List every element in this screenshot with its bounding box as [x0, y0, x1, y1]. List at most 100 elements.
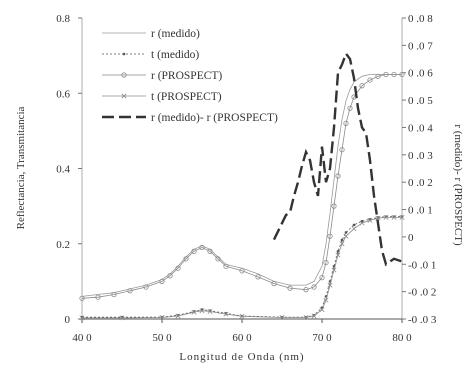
data-point — [331, 267, 337, 273]
legend-label: t (PROSPECT) — [151, 91, 222, 103]
x-axis-title: Longitud de Onda (nm) — [179, 351, 304, 363]
data-point — [327, 233, 333, 239]
data-point — [319, 275, 325, 281]
data-point — [239, 268, 245, 274]
y2-tick-label: 0 .0 2 — [408, 177, 433, 189]
data-point — [303, 287, 309, 293]
series-t-prospect — [79, 214, 405, 321]
data-point — [207, 248, 213, 254]
legend-marker — [121, 93, 127, 99]
x-tick-label: 60 0 — [232, 332, 252, 344]
x-tick-label: 80 0 — [392, 332, 412, 344]
x-tick-label: 70 0 — [312, 332, 332, 344]
data-point — [336, 249, 340, 253]
y-ticks: 0 0.2 0.4 0.6 0.8 — [56, 13, 82, 326]
data-point — [335, 252, 341, 258]
y2-tick-label: -0 .0 1 — [408, 259, 436, 271]
y2-tick-label: -0 .0 2 — [408, 287, 436, 299]
series-line-r-medido-r-prospect — [272, 51, 403, 267]
axes — [81, 18, 403, 320]
series-line-t-prospect — [82, 217, 402, 319]
series-r-medido-r-prospect — [272, 51, 403, 267]
y-tick-label: 0.8 — [56, 13, 70, 25]
series-line-r-prospect — [81, 74, 402, 299]
data-point — [287, 285, 293, 291]
y2-tick-label: 0 .0 7 — [408, 40, 433, 52]
series-layer — [79, 51, 405, 321]
data-point — [391, 214, 397, 220]
legend-marker — [121, 72, 127, 78]
data-point — [303, 315, 309, 320]
legend-label: r (medido) — [151, 28, 200, 40]
data-point — [367, 77, 373, 83]
data-point — [207, 308, 213, 314]
legend-label: r (PROSPECT) — [151, 70, 222, 82]
series-t-medido — [80, 215, 404, 319]
data-point — [191, 248, 197, 254]
series-r-medido — [81, 74, 402, 297]
data-point — [223, 263, 229, 269]
legend-item-r-prospect: r (PROSPECT) — [102, 70, 222, 82]
data-point — [311, 313, 317, 319]
y2-tick-label: 0 — [408, 232, 414, 244]
data-point — [199, 308, 205, 314]
y2-tick-label: 0 .0 3 — [408, 150, 433, 162]
data-point — [344, 231, 348, 234]
series-r-prospect — [79, 71, 405, 301]
series-line-t-medido — [82, 216, 402, 318]
data-point — [159, 278, 165, 284]
data-point — [143, 284, 149, 290]
data-point — [340, 238, 344, 242]
data-point — [383, 214, 389, 220]
y-tick-label: 0.4 — [56, 164, 70, 176]
data-point — [335, 173, 341, 179]
legend: r (medido) t (medido) r (PROSPECT) t (PROSP… — [102, 28, 278, 124]
data-point — [319, 307, 325, 313]
data-point — [359, 83, 365, 89]
data-point — [347, 105, 353, 111]
x-tick-label: 50 0 — [152, 332, 172, 344]
data-point — [331, 203, 337, 209]
legend-marker — [122, 52, 126, 56]
legend-item-r-medido: r (medido) — [102, 28, 200, 40]
y2-tick-label: 0 .0 8 — [408, 13, 433, 25]
data-point — [391, 71, 397, 78]
data-point — [239, 313, 245, 319]
data-point — [175, 313, 181, 319]
data-point — [323, 259, 329, 266]
legend-item-r-medido-r-prospect: r (medido)- r (PROSPECT) — [102, 112, 278, 124]
y-tick-label: 0.6 — [56, 88, 70, 100]
data-point — [343, 233, 349, 239]
data-point — [311, 284, 317, 290]
data-point — [215, 256, 221, 262]
y2-tick-label: 0 .0 6 — [408, 68, 433, 80]
data-point — [167, 273, 173, 279]
data-point — [367, 217, 373, 223]
data-point — [375, 73, 381, 79]
y-tick-label: 0 — [65, 314, 71, 326]
legend-item-t-prospect: t (PROSPECT) — [102, 91, 222, 103]
data-point — [255, 274, 261, 280]
data-point — [399, 214, 405, 220]
data-point — [359, 220, 365, 226]
legend-label: t (medido) — [151, 49, 199, 61]
y2-tick-label: 0 .0 1 — [408, 205, 433, 217]
data-point — [199, 244, 205, 251]
data-point — [352, 223, 356, 227]
data-point — [360, 219, 364, 223]
data-point — [383, 71, 389, 78]
legend-item-t-medido: t (medido) — [102, 49, 199, 61]
data-point — [175, 265, 181, 271]
data-point — [95, 294, 101, 300]
data-point — [339, 147, 345, 153]
series-line-r-medido — [81, 74, 402, 297]
y2-axis-title: r (medido)- r (PROSPECT) — [452, 124, 464, 246]
x-tick-label: 40 0 — [72, 332, 92, 344]
data-point — [271, 281, 277, 287]
data-point — [119, 315, 125, 321]
data-point — [279, 315, 285, 320]
y2-tick-label: 0 .0 5 — [408, 95, 433, 107]
y2-tick-label: 0 .0 4 — [408, 122, 433, 134]
data-point — [79, 315, 85, 321]
